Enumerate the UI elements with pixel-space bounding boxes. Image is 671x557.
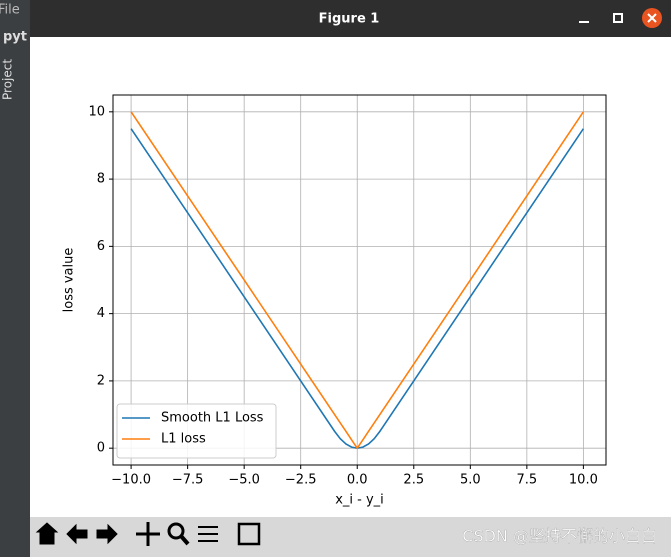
legend: [116, 403, 277, 459]
x-tick-label: −7.5: [172, 473, 204, 488]
plot: −10.0 −7.5 −5.0 −2.5 0.0 2.5 5.0 7.5 10.0 0 2 4 6 8 10…: [62, 94, 607, 508]
y-tick-label: 0: [97, 441, 105, 456]
x-tick-label: 7.5: [517, 473, 538, 488]
zoom-handle: [179, 534, 190, 546]
forward-button[interactable]: [96, 523, 118, 545]
pan-button[interactable]: [136, 522, 160, 546]
y-tick-label: 10: [88, 104, 105, 119]
home-button[interactable]: [35, 522, 59, 545]
y-tick-label: 8: [97, 172, 105, 187]
menu-file[interactable]: File: [0, 3, 20, 18]
axes-frame: [112, 94, 607, 466]
toolbar-icons: [35, 522, 261, 546]
project-panel[interactable]: Project: [1, 59, 15, 100]
zoom-button[interactable]: [167, 522, 185, 540]
toolbar: [30, 517, 671, 557]
back-button[interactable]: [66, 523, 88, 545]
title-bar: [30, 0, 671, 37]
save-button[interactable]: [237, 522, 261, 546]
y-tick-label: 2: [97, 373, 105, 388]
x-tick-label: 0.0: [347, 473, 368, 488]
close-icon: [647, 13, 657, 23]
ide-strip: [0, 0, 30, 557]
y-axis-label: loss value: [62, 248, 77, 313]
legend-label: Smooth L1 Loss: [161, 411, 264, 426]
configure-button[interactable]: [198, 526, 218, 542]
legend-label: L1 loss: [161, 432, 206, 447]
x-tick-label: 10.0: [569, 473, 598, 488]
y-tick-label: 6: [97, 239, 105, 254]
x-axis-label: x_i - y_i: [335, 493, 384, 508]
maximize[interactable]: [613, 13, 623, 23]
x-tick-label: −10.0: [111, 473, 151, 488]
watermark: CSDN @坚持不懈的小白白: [462, 527, 657, 546]
x-tick-label: −2.5: [285, 473, 317, 488]
line: [130, 111, 585, 450]
x-tick-label: −5.0: [228, 473, 260, 488]
x-tick-label: 2.5: [403, 473, 424, 488]
x-tick-label: 5.0: [460, 473, 481, 488]
tab[interactable]: pyt: [3, 30, 27, 45]
y-tick-label: 4: [97, 306, 105, 321]
window-title: Figure 1: [319, 12, 380, 27]
